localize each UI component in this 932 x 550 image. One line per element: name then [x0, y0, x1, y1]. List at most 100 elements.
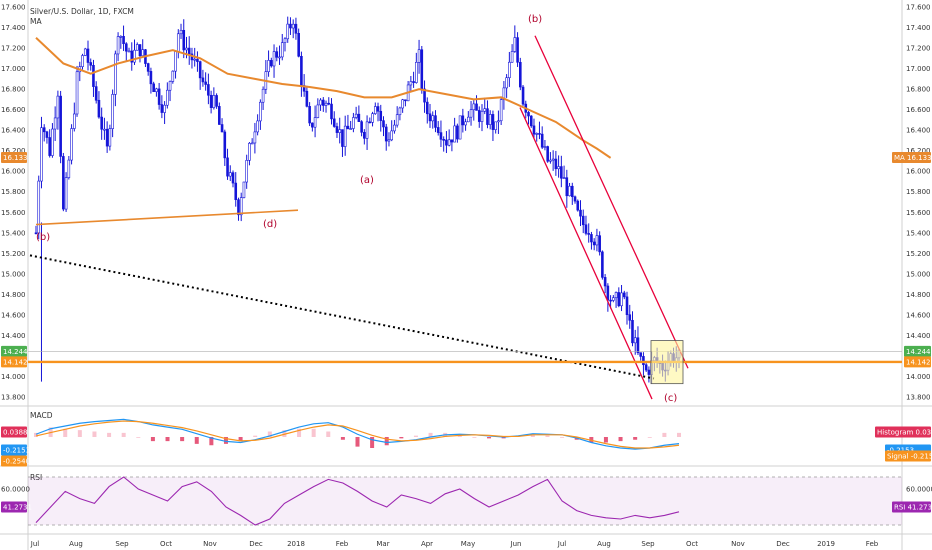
- candle: [198, 61, 202, 79]
- candle: [614, 292, 618, 299]
- candle: [579, 209, 582, 217]
- candle: [127, 50, 131, 53]
- x-tick-label: Feb: [866, 540, 879, 548]
- y-tick-label: 16.000: [906, 168, 931, 176]
- x-tick-label: Apr: [421, 540, 433, 548]
- candle: [94, 86, 98, 101]
- y-tick-label: 14.600: [1, 311, 26, 319]
- candle: [59, 95, 62, 157]
- candle: [321, 99, 325, 106]
- y-tick-label: 16.400: [1, 127, 26, 135]
- candle: [445, 139, 448, 146]
- macd-histogram-bar: [662, 432, 667, 437]
- candle: [119, 36, 123, 38]
- candle: [404, 99, 407, 102]
- candle: [480, 110, 484, 122]
- candle: [313, 117, 317, 128]
- candle: [75, 71, 79, 115]
- candle: [497, 120, 500, 123]
- candle: [182, 29, 186, 51]
- candle: [532, 125, 536, 135]
- candle: [450, 139, 454, 143]
- x-tick-label: 2019: [817, 540, 835, 548]
- candle: [89, 62, 93, 66]
- macd-histogram-bar: [282, 430, 287, 437]
- candle: [543, 146, 547, 148]
- candle: [248, 142, 251, 161]
- candle: [505, 77, 508, 89]
- macd-histogram-bar: [647, 437, 652, 438]
- candle: [51, 128, 54, 156]
- candle: [45, 131, 49, 138]
- y-tick-label: 16.800: [1, 86, 26, 94]
- macd-histogram-bar: [384, 437, 389, 446]
- candle: [415, 62, 418, 83]
- candle: [201, 77, 205, 83]
- x-tick-label: Oct: [160, 540, 172, 548]
- candle: [330, 103, 333, 120]
- candle: [141, 49, 145, 57]
- candle: [620, 292, 623, 307]
- y-tick-label: 15.000: [1, 270, 26, 278]
- candle: [160, 104, 164, 113]
- x-tick-label: Dec: [776, 540, 790, 548]
- candle: [259, 101, 262, 122]
- candle: [434, 115, 437, 128]
- candle: [568, 185, 571, 197]
- candle: [483, 108, 487, 112]
- y-tick-label: 17.200: [1, 45, 26, 53]
- macd-title: MACD: [30, 411, 53, 420]
- candle: [283, 38, 287, 43]
- candle: [245, 160, 248, 183]
- candle: [289, 23, 292, 29]
- macd-histogram-bar: [34, 432, 38, 437]
- candle: [105, 128, 109, 147]
- candle: [379, 110, 383, 121]
- candle: [62, 156, 65, 210]
- last-price-badge: [904, 345, 931, 357]
- candle: [171, 70, 175, 82]
- candle: [223, 131, 227, 159]
- y-tick-label: 16.600: [1, 106, 26, 114]
- candle: [592, 241, 596, 246]
- candle: [73, 113, 76, 129]
- rsi-badge-right: [892, 501, 931, 513]
- candle: [387, 139, 391, 142]
- macd-histogram-bar: [238, 437, 243, 442]
- x-tick-label: Nov: [731, 540, 745, 548]
- macd-histogram-bar: [633, 437, 638, 440]
- candle: [97, 99, 101, 118]
- candle: [475, 103, 478, 111]
- candle: [176, 33, 180, 52]
- candle: [420, 49, 424, 90]
- candle: [103, 128, 106, 131]
- y-tick-label: 13.800: [906, 394, 931, 402]
- candle: [628, 314, 632, 321]
- candle: [111, 94, 114, 129]
- dotted-trendline: [29, 254, 655, 380]
- candle: [316, 104, 320, 118]
- candle: [453, 125, 456, 143]
- y-tick-label: 16.800: [906, 86, 931, 94]
- macd-histogram-bar: [92, 431, 97, 437]
- candle: [609, 299, 612, 302]
- candle: [516, 37, 519, 63]
- ma-badge-text: 16.133: [3, 154, 28, 162]
- y-tick-label: 15.800: [906, 188, 931, 196]
- rsi-badge: [1, 501, 27, 513]
- y-tick-label: 14.600: [906, 311, 931, 319]
- candle: [535, 133, 539, 135]
- candle: [207, 84, 210, 96]
- channel-lower: [519, 107, 653, 400]
- candle: [519, 62, 522, 88]
- candle: [294, 23, 298, 34]
- candle: [499, 99, 503, 122]
- candle: [562, 177, 566, 179]
- x-tick-label: Jul: [557, 540, 567, 548]
- rsi-title: RSI: [30, 473, 42, 482]
- candle: [368, 121, 372, 124]
- macd-histogram-bar: [399, 437, 404, 439]
- candle: [138, 44, 142, 57]
- candle: [639, 352, 642, 357]
